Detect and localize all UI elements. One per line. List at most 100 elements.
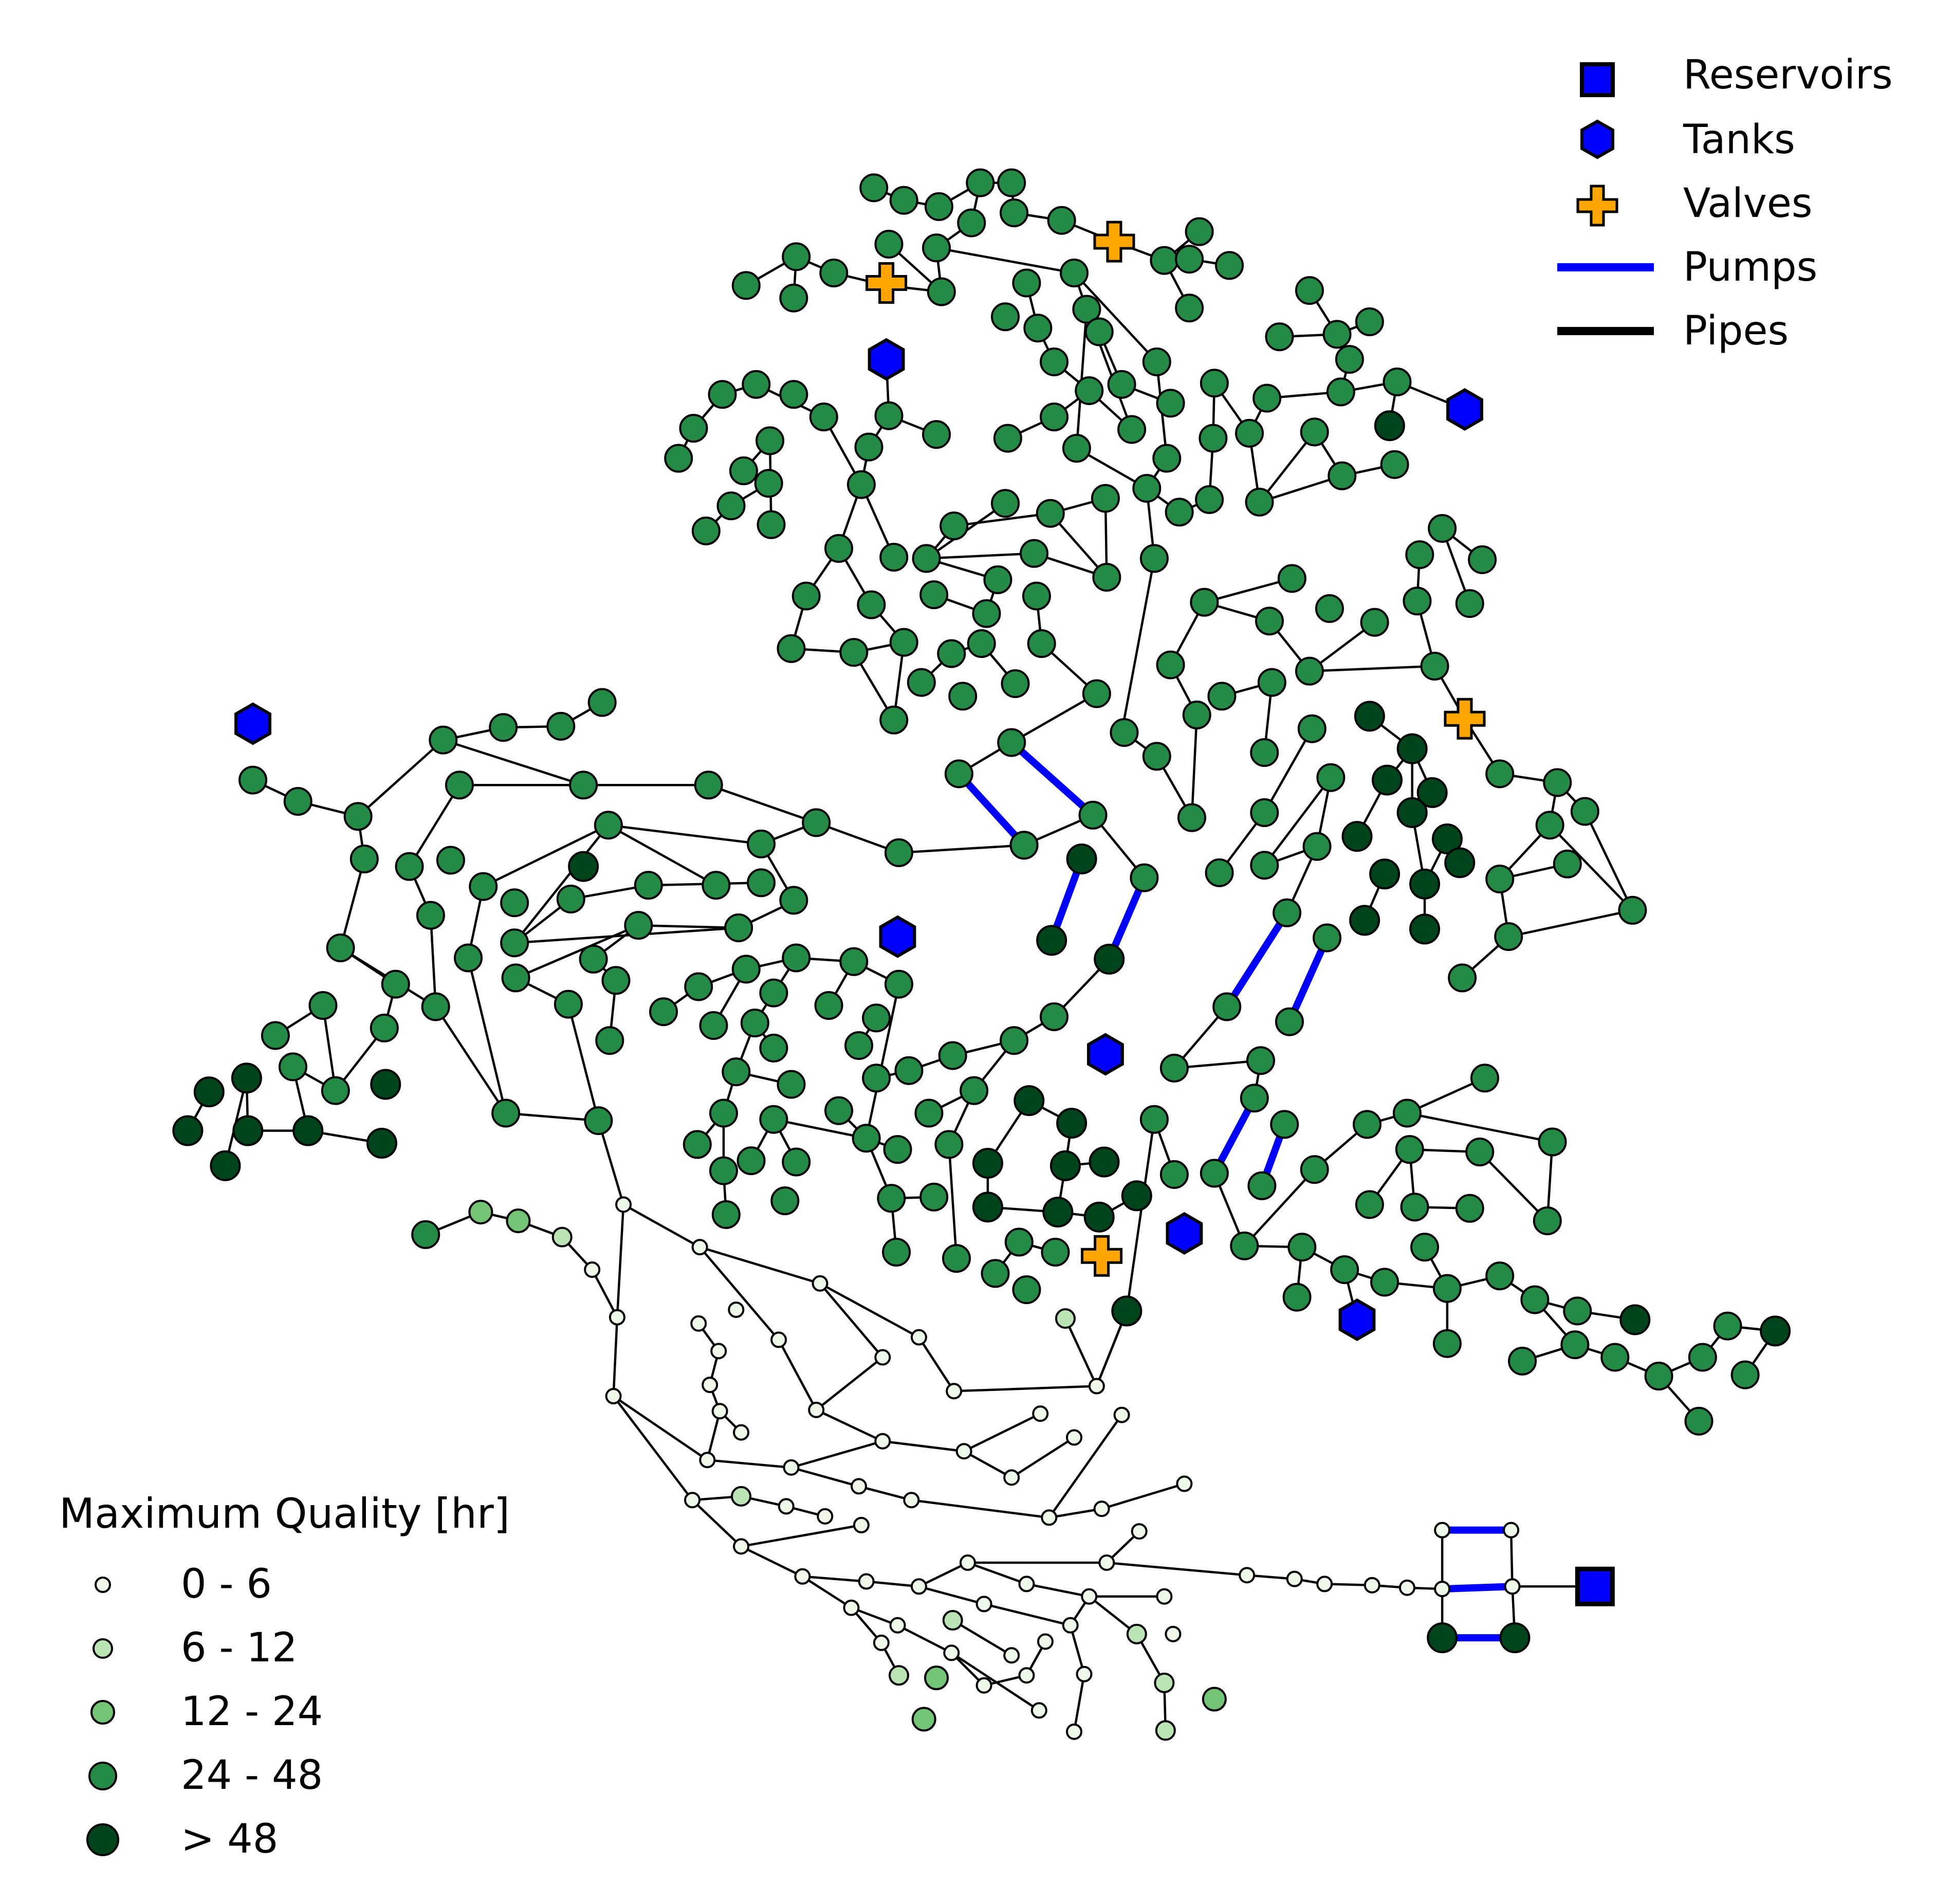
junction [624,911,653,940]
junction [1360,608,1389,637]
junction [1154,1672,1175,1693]
junction [819,259,849,288]
pipe [967,1561,1027,1585]
junction [1455,589,1484,618]
junction [1066,844,1097,875]
junction [1431,823,1463,855]
junction [1371,764,1403,796]
junction [983,565,1012,594]
junction [937,639,966,668]
junction [664,444,693,473]
junction [853,1516,870,1533]
junction [1037,1633,1054,1650]
pipe [790,1466,859,1488]
junction [993,424,1022,453]
pipe [591,1269,618,1318]
junction [1056,1108,1088,1139]
junction [634,871,663,900]
junction [1113,1406,1130,1423]
pipe [1407,1112,1553,1143]
junction [1508,1346,1537,1376]
junction [1392,1099,1422,1128]
junction [1427,1622,1458,1654]
pipe [1048,1414,1123,1518]
junction [1560,1330,1590,1360]
junction [1093,1500,1110,1517]
junction [1091,484,1120,513]
junction [1538,1127,1567,1157]
junction [429,725,458,755]
junction [366,1127,397,1159]
junction [914,1099,944,1128]
junction [1257,668,1286,697]
junction [279,1052,307,1082]
quality-marker-0-6 [95,1577,111,1593]
junction [1396,733,1428,764]
junction [1485,865,1515,893]
legend-label-pumps: Pumps [1683,244,1817,290]
junction [759,1105,788,1134]
junction [605,1388,622,1405]
junction [754,469,783,498]
junction [1255,607,1284,636]
junction [584,1261,601,1278]
junction [960,1076,989,1105]
junction [1207,682,1237,711]
pipe [816,821,899,854]
junction [779,283,808,313]
pipe [443,739,584,786]
junction [1326,377,1355,407]
junction [777,1070,806,1099]
junction [1265,322,1294,352]
junction [1330,1255,1359,1284]
junction [684,1492,701,1509]
junction [779,380,808,409]
junction [1730,1360,1760,1389]
junction [1520,1285,1550,1314]
junction [416,901,445,930]
junction [873,1634,890,1651]
junction [1300,1155,1329,1184]
junction [1205,858,1234,887]
junction [859,173,889,203]
junction [817,1508,834,1525]
junction [1036,499,1065,528]
junction [709,1099,738,1128]
quality-class-0-6: 0 - 6 [95,1561,272,1607]
junction [1175,294,1204,323]
pipe [638,924,739,929]
junction [1300,417,1329,447]
junction [1275,1007,1304,1036]
quality-label-0-6: 0 - 6 [181,1561,272,1607]
junction [1335,345,1364,374]
junction [1250,738,1279,767]
junction [862,1064,891,1093]
pipe [802,1575,852,1609]
pipe [1069,1625,1085,1675]
junction [436,846,465,875]
junction [1287,1233,1317,1262]
junction [939,511,969,541]
junction [844,1031,874,1060]
junction [943,1644,960,1661]
junction [812,1275,828,1292]
quality-label-12-24: 12 - 24 [181,1689,323,1735]
pipe [1011,692,1097,744]
pipe [607,824,717,887]
junction [1089,1146,1120,1178]
junction [1349,905,1380,936]
junction [1177,803,1206,832]
junction [579,944,608,974]
junction [569,771,598,800]
junction [911,1707,936,1732]
junction [1240,1084,1269,1113]
junction [595,1026,624,1055]
pipe [513,824,610,944]
junction [349,845,379,874]
junction [882,1237,911,1267]
junction-layer [172,168,1791,1741]
junction [683,1130,712,1159]
pipe [1026,1583,1090,1598]
junction [1047,206,1076,235]
junction [326,933,355,962]
